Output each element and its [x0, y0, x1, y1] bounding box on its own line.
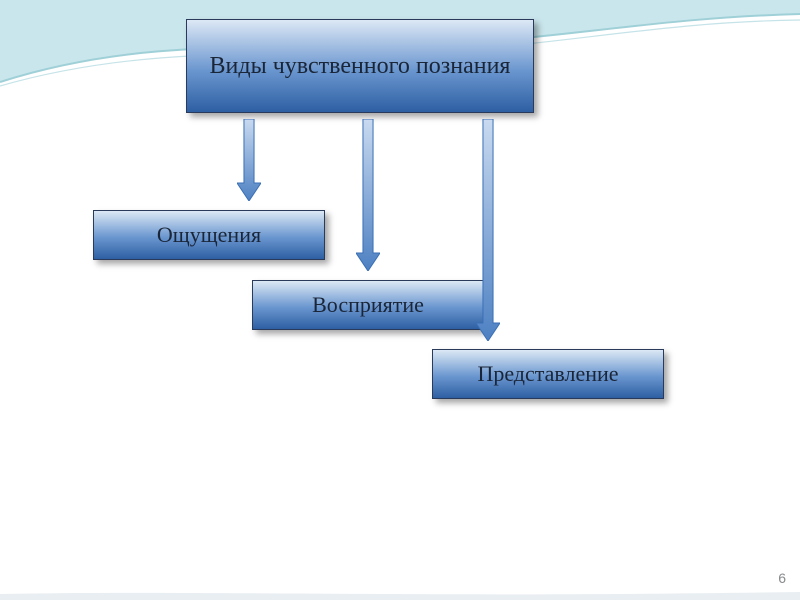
child-box-2: Восприятие — [252, 280, 484, 330]
child-label-2: Восприятие — [312, 291, 424, 319]
child-box-1: Ощущения — [93, 210, 325, 260]
root-box: Виды чувственного познания — [186, 19, 534, 113]
child-label-1: Ощущения — [157, 221, 261, 249]
slide: Виды чувственного познания Ощущения Восп… — [0, 0, 800, 600]
page-number: 6 — [778, 570, 786, 586]
root-label: Виды чувственного познания — [210, 51, 511, 81]
arrow-1 — [237, 119, 261, 201]
child-label-3: Представление — [477, 360, 618, 388]
child-box-3: Представление — [432, 349, 664, 399]
arrow-2 — [356, 119, 380, 271]
footer-accent — [0, 588, 800, 600]
arrow-3 — [476, 119, 500, 341]
